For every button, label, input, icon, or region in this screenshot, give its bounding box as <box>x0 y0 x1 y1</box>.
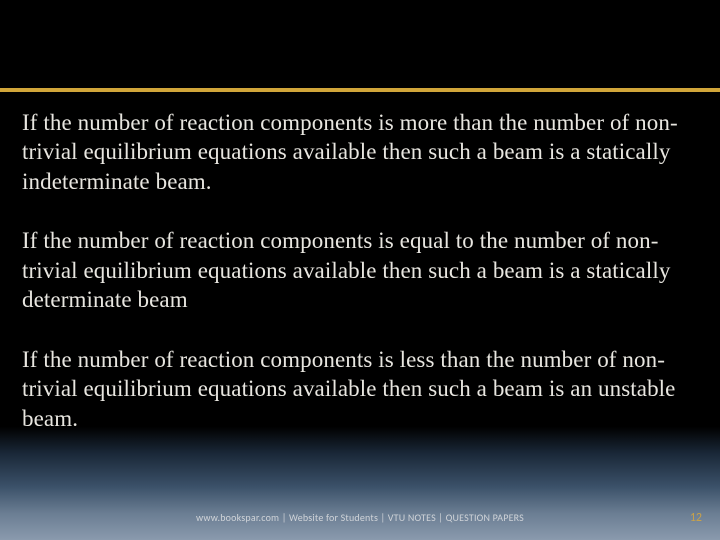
slide-body: If the number of reaction components is … <box>22 108 690 433</box>
slide: If the number of reaction components is … <box>0 0 720 540</box>
accent-bar <box>0 88 720 92</box>
slide-footer: www.bookspar.com | Website for Students … <box>0 511 720 527</box>
page-number: 12 <box>690 511 702 525</box>
paragraph-2: If the number of reaction components is … <box>22 226 690 314</box>
paragraph-3: If the number of reaction components is … <box>22 345 690 433</box>
paragraph-1: If the number of reaction components is … <box>22 108 690 196</box>
footer-text: www.bookspar.com | Website for Students … <box>0 511 720 524</box>
